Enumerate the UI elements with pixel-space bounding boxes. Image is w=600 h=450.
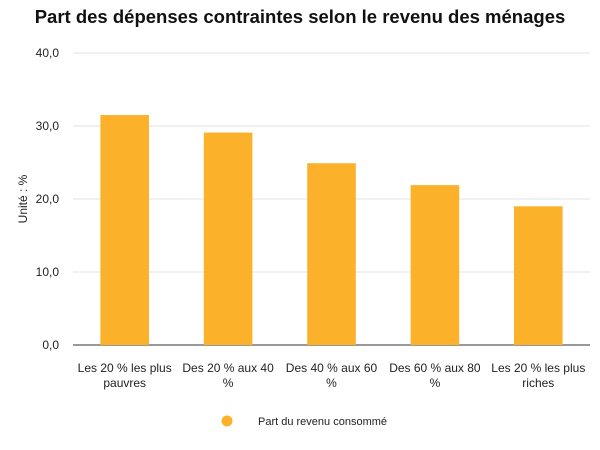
legend-label: Part du revenu consommé — [258, 416, 387, 428]
x-tick-label-line: Des 20 % aux 40 — [182, 361, 274, 375]
y-tick-label: 0,0 — [42, 338, 59, 352]
bar — [514, 206, 563, 345]
y-tick-label: 30,0 — [36, 119, 60, 133]
legend-marker — [221, 415, 233, 427]
bar — [307, 163, 356, 345]
y-tick-label: 40,0 — [36, 46, 60, 60]
x-tick-label-line: Des 40 % aux 60 — [286, 361, 378, 375]
x-tick-label: Des 20 % aux 40% — [182, 361, 274, 390]
bar — [100, 115, 149, 345]
y-tick-label: 20,0 — [36, 192, 60, 206]
y-axis-title: Unité : % — [16, 174, 30, 223]
x-tick-label-line: pauvres — [103, 376, 146, 390]
x-tick-label-line: Des 60 % aux 80 — [389, 361, 481, 375]
x-tick-label: Les 20 % les plus riches — [491, 361, 585, 390]
x-tick-label-line: % — [430, 376, 441, 390]
x-tick-label: Les 20 % les plus pauvres — [78, 361, 172, 390]
bar — [410, 185, 460, 345]
y-tick-label: 10,0 — [36, 265, 60, 279]
x-tick-label-line: % — [326, 376, 337, 390]
x-tick-label-line: Les 20 % les plus — [491, 361, 585, 375]
x-tick-label-line: Les 20 % les plus — [78, 361, 172, 375]
x-tick-label: Des 60 % aux 80% — [389, 361, 481, 390]
x-tick-label-line: % — [223, 376, 234, 390]
chart-title: Part des dépenses contraintes selon le r… — [34, 6, 566, 27]
x-tick-label: Des 40 % aux 60% — [286, 361, 378, 390]
bar — [203, 132, 253, 345]
x-tick-label-line: riches — [522, 376, 554, 390]
